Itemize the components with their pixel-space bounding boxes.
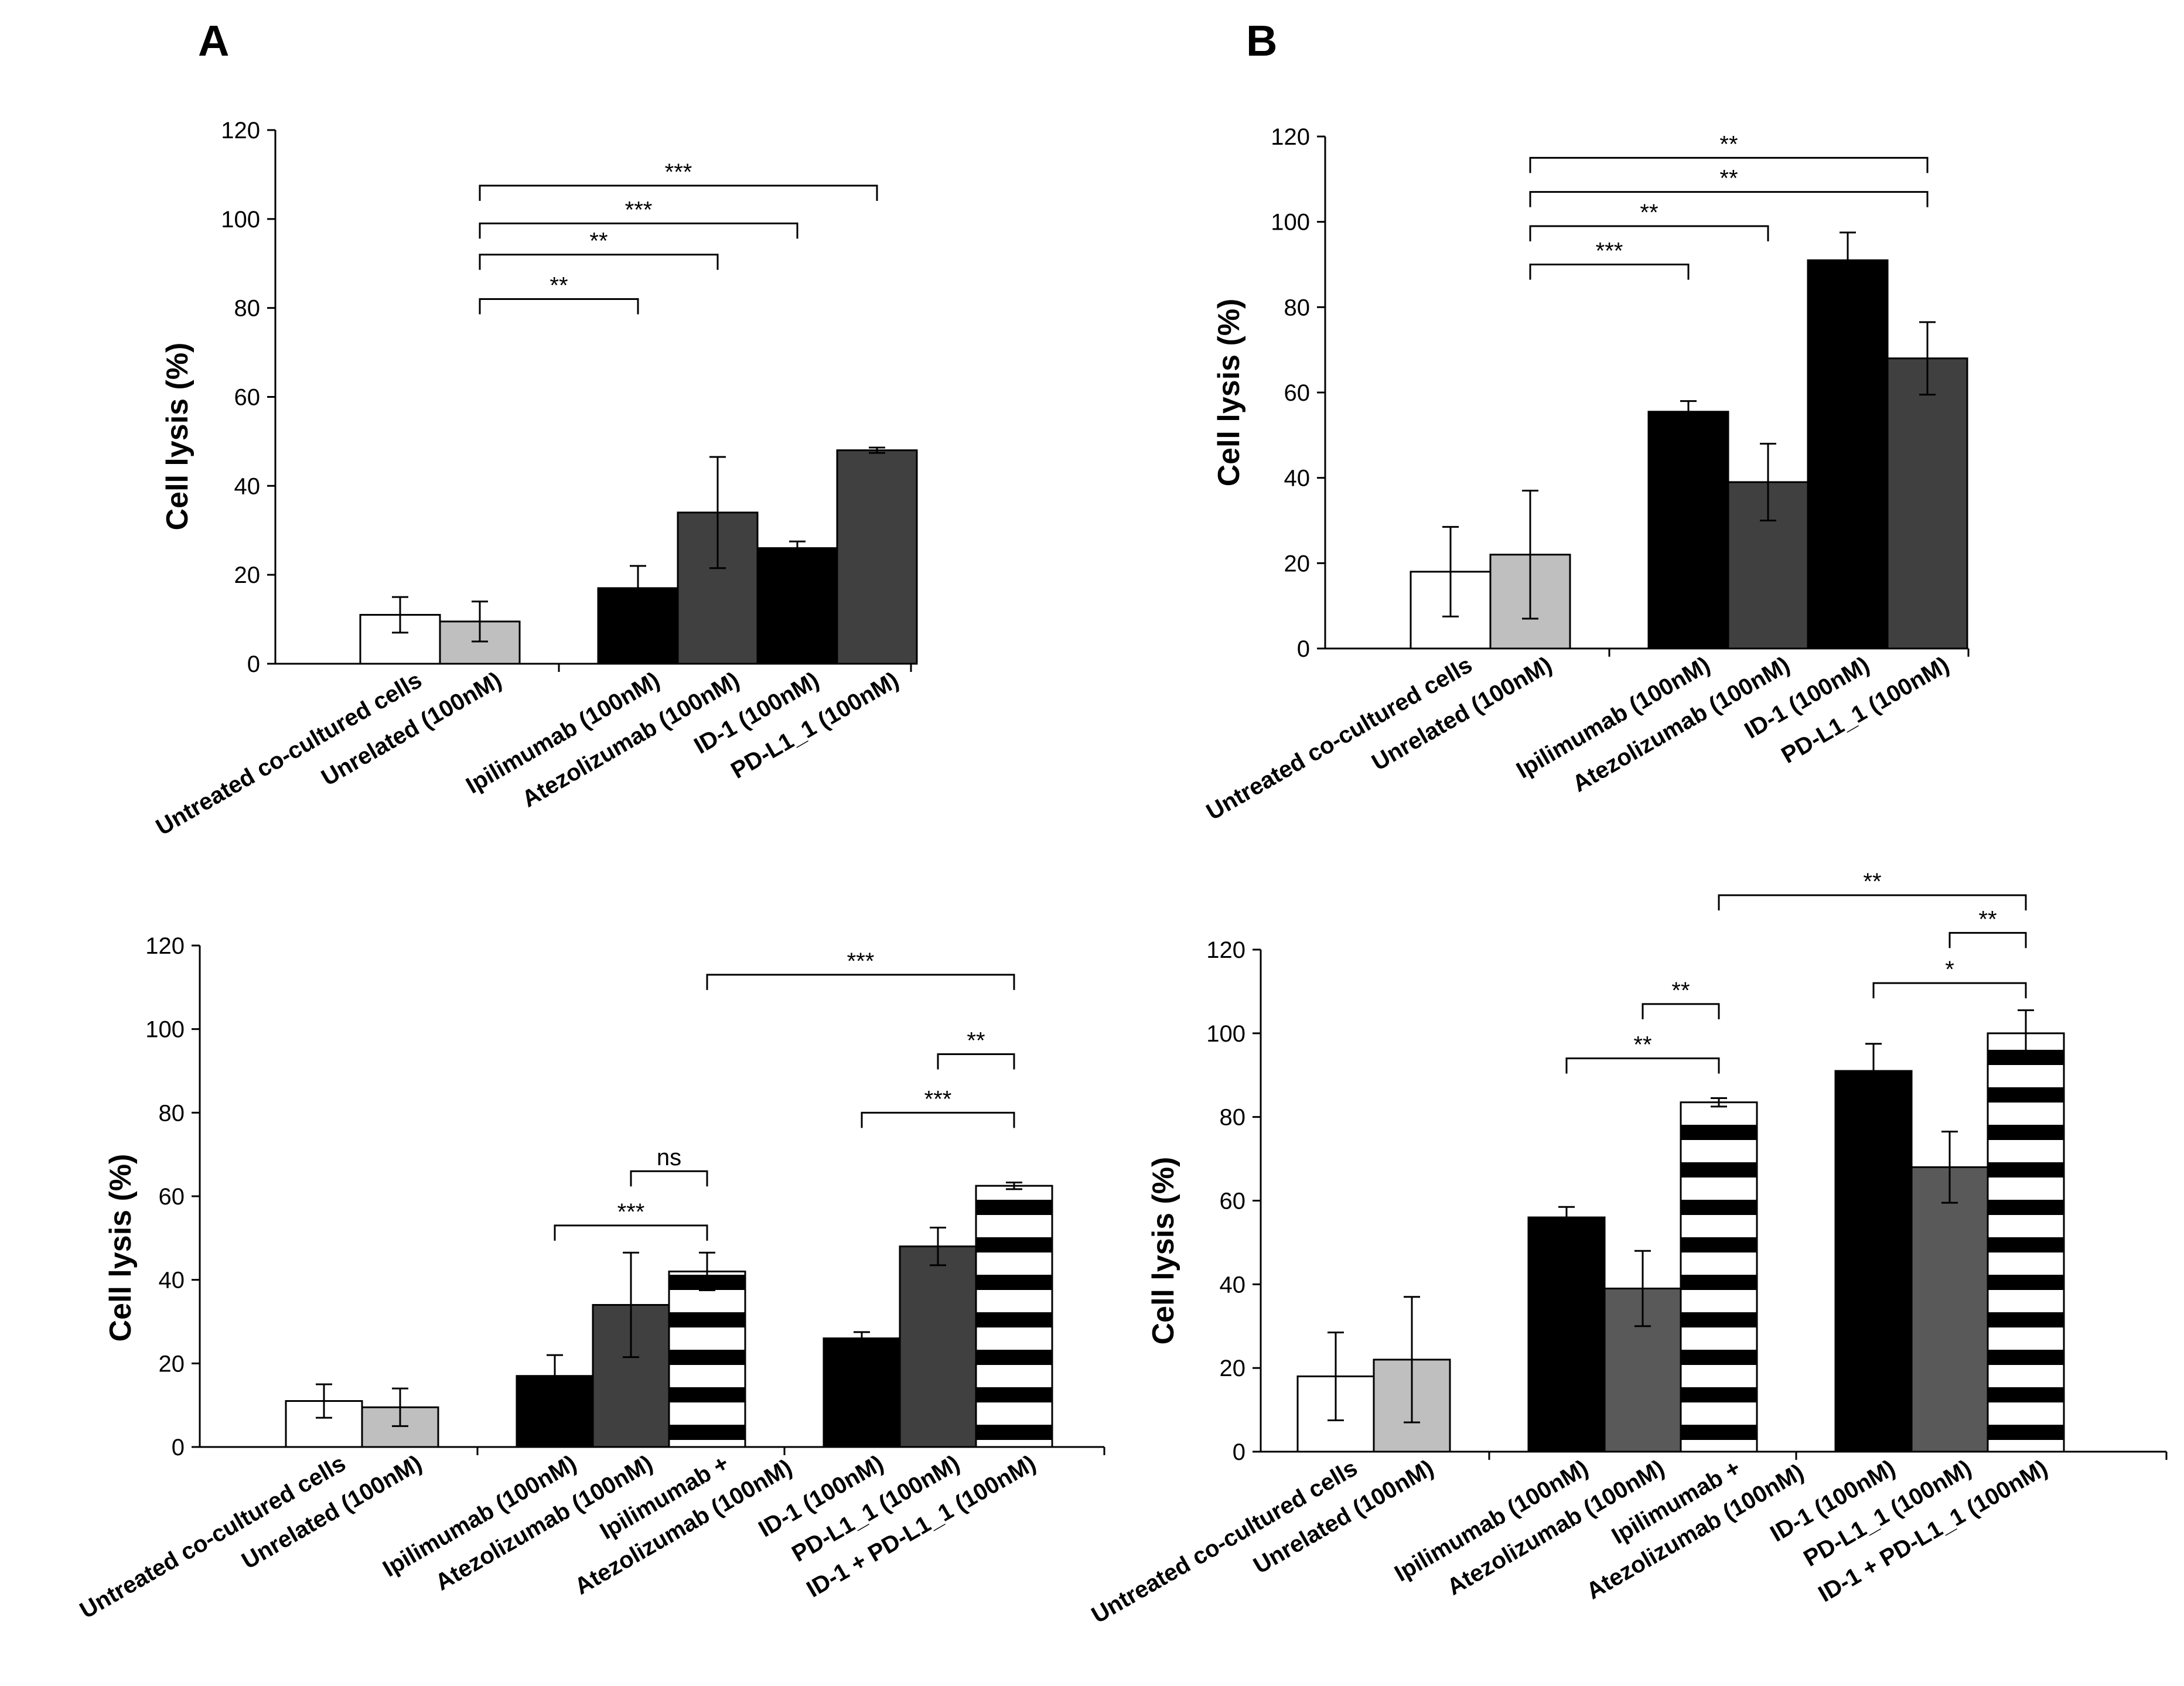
- bar-ipilimumab-100nm: [1527, 1216, 1606, 1453]
- y-axis-label: Cell lysis (%): [1212, 299, 1246, 487]
- y-tick-label-20: 20: [159, 1351, 185, 1377]
- y-tick-label-120: 120: [1206, 937, 1245, 963]
- y-tick-label-40: 40: [234, 473, 261, 499]
- y-tick-label-0: 0: [1233, 1439, 1245, 1465]
- significance-bracket-1: [1529, 225, 1769, 241]
- significance-label-0: ***: [1596, 238, 1623, 264]
- y-tick-label-120: 120: [145, 933, 185, 959]
- significance-label-3: **: [967, 1028, 985, 1053]
- bar-id-1-100nm: [1834, 1070, 1913, 1453]
- significance-bracket-2: [479, 222, 798, 239]
- significance-label-2: **: [1719, 166, 1738, 192]
- significance-label-3: **: [1978, 906, 1997, 932]
- y-tick-label-20: 20: [234, 562, 261, 588]
- significance-bracket-1: [630, 1170, 708, 1187]
- y-tick-label-120: 120: [1271, 124, 1310, 150]
- y-tick-label-20: 20: [1284, 551, 1311, 576]
- significance-label-2: ***: [625, 197, 653, 223]
- significance-label-1: **: [589, 228, 608, 254]
- y-axis-label: Cell lysis (%): [104, 1154, 138, 1342]
- bar-pd-l1-1-100nm: [1886, 357, 1968, 650]
- y-tick-label-0: 0: [172, 1435, 185, 1460]
- y-tick-label-100: 100: [1206, 1021, 1245, 1047]
- y-tick-label-60: 60: [234, 385, 261, 411]
- y-tick-label-20: 20: [1220, 1356, 1246, 1381]
- significance-bracket-3: [937, 1053, 1015, 1070]
- bar-id-1-pd-l1-1-100nm: [975, 1185, 1053, 1448]
- bar-atezolizumab-100nm: [1603, 1287, 1682, 1453]
- significance-label-1: **: [1640, 200, 1658, 226]
- bar-pd-l1-1-100nm: [899, 1245, 977, 1448]
- y-tick-label-80: 80: [159, 1100, 185, 1126]
- y-tick-label-100: 100: [1271, 210, 1310, 236]
- y-tick-label-0: 0: [247, 651, 260, 677]
- significance-bracket-4: [1718, 894, 2027, 911]
- significance-label-3: ***: [665, 159, 692, 185]
- bar-id-1-pd-l1-1-100nm: [1987, 1032, 2065, 1453]
- significance-label-4: ***: [847, 948, 875, 974]
- significance-bracket-4: [706, 974, 1015, 990]
- significance-bracket-0: [554, 1224, 708, 1241]
- significance-bracket-0: [1565, 1057, 1720, 1074]
- significance-bracket-2: [861, 1111, 1015, 1128]
- panel-label-a: A: [198, 16, 229, 65]
- significance-label-3: **: [1719, 131, 1738, 157]
- y-tick-label-40: 40: [1284, 466, 1311, 492]
- significance-bracket-3: [479, 185, 878, 201]
- significance-bracket-1: [479, 254, 719, 270]
- y-tick-label-80: 80: [234, 296, 261, 322]
- bar-id-1-100nm: [756, 547, 838, 665]
- significance-label-0: **: [550, 272, 568, 298]
- y-tick-label-100: 100: [145, 1017, 185, 1043]
- y-tick-label-120: 120: [221, 118, 260, 144]
- bar-id-1-100nm: [823, 1337, 901, 1448]
- bar-ipilimumab-atezolizumab-100nm: [668, 1270, 746, 1448]
- y-tick-label-40: 40: [1220, 1272, 1246, 1298]
- panel-label-b: B: [1246, 16, 1277, 65]
- significance-label-0: ***: [617, 1199, 645, 1225]
- y-axis-label: Cell lysis (%): [1146, 1157, 1180, 1345]
- significance-bracket-3: [1529, 156, 1929, 173]
- y-tick-label-80: 80: [1220, 1105, 1246, 1131]
- bar-pd-l1-1-100nm: [836, 449, 918, 665]
- bar-id-1-100nm: [1807, 259, 1889, 650]
- significance-label-1: ns: [657, 1145, 681, 1170]
- significance-label-4: **: [1863, 869, 1881, 895]
- significance-bracket-1: [1642, 1003, 1720, 1019]
- y-tick-label-60: 60: [1220, 1189, 1246, 1214]
- category-label-ipilimumab-atezolizumab-100nm: Ipilimumab +Atezolizumab (100nM): [1565, 1429, 1808, 1605]
- bar-ipilimumab-atezolizumab-100nm: [1680, 1101, 1758, 1453]
- significance-bracket-0: [479, 298, 639, 315]
- bar-ipilimumab-100nm: [597, 587, 679, 665]
- significance-label-1: **: [1671, 978, 1690, 1004]
- y-axis-label: Cell lysis (%): [161, 343, 194, 531]
- y-tick-label-60: 60: [1284, 380, 1311, 406]
- significance-bracket-0: [1529, 264, 1690, 280]
- y-tick-label-80: 80: [1284, 295, 1311, 320]
- significance-label-0: **: [1633, 1032, 1651, 1058]
- significance-label-2: ***: [924, 1086, 952, 1112]
- y-tick-label-40: 40: [159, 1268, 185, 1293]
- significance-label-2: *: [1945, 957, 1954, 982]
- y-tick-label-60: 60: [159, 1184, 185, 1210]
- significance-bracket-2: [1872, 982, 2027, 999]
- category-label-ipilimumab-atezolizumab-100nm: Ipilimumab +Atezolizumab (100nM): [553, 1424, 797, 1600]
- significance-bracket-3: [1948, 931, 2027, 948]
- bar-ipilimumab-100nm: [1647, 411, 1729, 650]
- y-tick-label-100: 100: [221, 207, 260, 233]
- significance-bracket-2: [1529, 191, 1929, 207]
- y-tick-label-0: 0: [1297, 636, 1310, 662]
- bar-pd-l1-1-100nm: [1910, 1166, 1989, 1453]
